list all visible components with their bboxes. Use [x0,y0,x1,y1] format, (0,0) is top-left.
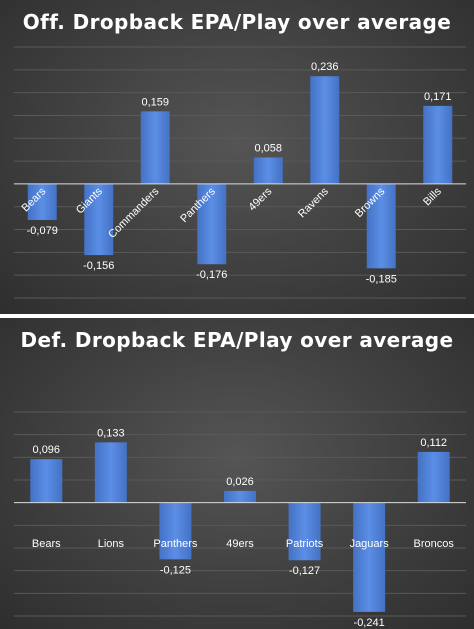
bar-patriots [288,502,321,561]
category-label: Commanders [106,185,162,241]
category-label: 49ers [226,538,254,550]
category-label: 49ers [246,185,274,213]
value-label: -0,185 [366,273,397,285]
value-label: -0,241 [354,617,385,629]
bar-panthers [197,183,227,265]
defense-chart-panel: Def. Dropback EPA/Play over average 0,09… [0,318,474,629]
bar-49ers [253,157,283,184]
bar-browns [366,183,396,269]
bar-lions [94,442,127,503]
category-label: Jaguars [350,538,390,550]
category-label: Panthers [153,538,198,550]
offense-chart-panel: Off. Dropback EPA/Play over average -0,0… [0,0,474,314]
value-label: -0,125 [160,564,191,576]
bar-broncos [417,451,450,503]
value-label: -0,127 [289,565,320,577]
defense-chart-title: Def. Dropback EPA/Play over average [20,328,454,352]
bar-bears [27,183,57,220]
offense-chart-title: Off. Dropback EPA/Play over average [22,10,452,34]
bar-jaguars [353,502,386,612]
bar-giants [84,183,114,256]
value-label: 0,171 [424,91,452,103]
value-label: 0,096 [33,444,61,456]
value-label: -0,176 [196,269,227,281]
category-label: Bills [421,185,444,208]
value-label: 0,133 [97,427,125,439]
value-label: 0,058 [254,142,282,154]
category-label: Ravens [296,185,331,220]
value-label: 0,236 [311,61,339,73]
value-label: 0,112 [420,437,447,449]
bar-49ers [224,490,256,503]
category-label: Bears [32,538,61,550]
category-label: Broncos [414,538,455,550]
value-label: -0,156 [83,260,114,272]
bar-commanders [140,111,170,184]
value-label: 0,159 [141,96,169,108]
offense-chart-svg: -0,079Bears-0,156Giants0,159Commanders-0… [14,46,466,299]
bar-panthers [159,502,192,560]
bar-ravens [310,76,340,184]
value-label: 0,026 [226,476,254,488]
defense-chart-svg: 0,096 Bears 0,133 Lions -0,125 Panthers 0,026 4… [14,411,466,629]
bar-bears [30,459,63,503]
category-label: Patriots [286,538,324,550]
value-label: -0,079 [27,225,58,237]
bar-bills [423,105,453,184]
category-label: Lions [98,538,125,550]
